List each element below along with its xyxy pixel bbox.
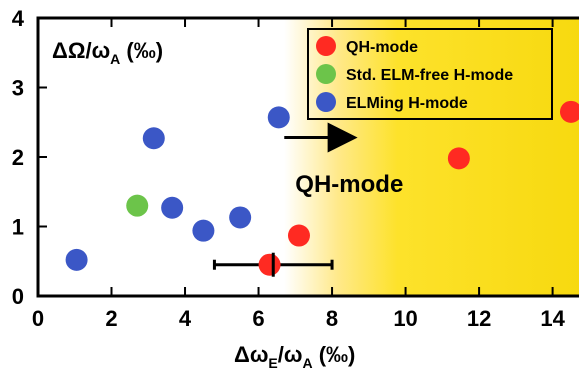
y-tick-label-4: 4: [12, 6, 25, 31]
y-tick-label-1: 1: [12, 215, 24, 240]
legend-marker-std-elm-free-h-mode: [316, 64, 336, 84]
x-tick-label-4: 4: [179, 306, 192, 331]
point-elming-h-mode-0: [65, 248, 88, 271]
point-qh-mode-1: [287, 224, 310, 247]
y-axis-label-unit: (‰): [120, 38, 163, 63]
qh-mode-region-shading: [284, 18, 579, 296]
point-elming-h-mode-2: [161, 196, 184, 219]
x-axis-label: ΔωE/ωA (‰): [234, 342, 355, 371]
legend-marker-qh-mode: [316, 36, 336, 56]
y-axis-label-main: ΔΩ/ω: [52, 38, 110, 63]
x-axis-label-subscript-a: A: [302, 355, 312, 371]
legend-box: [307, 28, 553, 120]
x-axis-label-subscript-e: E: [268, 355, 277, 371]
x-tick-label-6: 6: [252, 306, 264, 331]
x-axis-label-mid: /ω: [278, 342, 303, 367]
y-axis-label: ΔΩ/ωA (‰): [52, 38, 163, 67]
point-qh-mode-3: [559, 100, 579, 123]
y-tick-label-0: 0: [12, 284, 24, 309]
point-std-elm-free-h-mode-0: [126, 194, 149, 217]
legend-marker-elming-h-mode: [316, 92, 336, 112]
point-elming-h-mode-3: [192, 219, 215, 242]
legend-label-std-elm-free-h-mode: Std. ELM-free H-mode: [346, 67, 513, 84]
x-axis-label-main: Δω: [234, 342, 268, 367]
qh-mode-annotation: QH-mode: [295, 171, 403, 198]
x-tick-label-12: 12: [467, 306, 491, 331]
y-tick-label-3: 3: [12, 76, 24, 101]
point-elming-h-mode-1: [142, 127, 165, 150]
x-tick-label-0: 0: [32, 306, 44, 331]
point-elming-h-mode-5: [267, 106, 290, 129]
point-qh-mode-2: [447, 147, 470, 170]
legend: QH-mode Std. ELM-free H-mode ELMing H-mode: [307, 28, 553, 120]
plot-frame: [36, 16, 579, 298]
y-axis-label-subscript: A: [110, 51, 120, 67]
legend-label-qh-mode: QH-mode: [346, 39, 418, 56]
x-tick-label-2: 2: [105, 306, 117, 331]
x-axis-label-unit: (‰): [313, 342, 356, 367]
y-axis-ticks: 0 1 2 3 4: [12, 6, 47, 309]
x-tick-label-10: 10: [393, 306, 417, 331]
x-tick-label-8: 8: [326, 306, 338, 331]
y-tick-label-2: 2: [12, 145, 24, 170]
x-tick-label-14: 14: [540, 306, 565, 331]
x-axis-ticks: 0 2 4 6 8 10 12 14: [32, 18, 566, 331]
point-elming-h-mode-4: [229, 206, 252, 229]
legend-label-elming-h-mode: ELMing H-mode: [346, 95, 468, 112]
point-qh-mode-0: [258, 253, 281, 276]
data-points: [65, 100, 579, 276]
